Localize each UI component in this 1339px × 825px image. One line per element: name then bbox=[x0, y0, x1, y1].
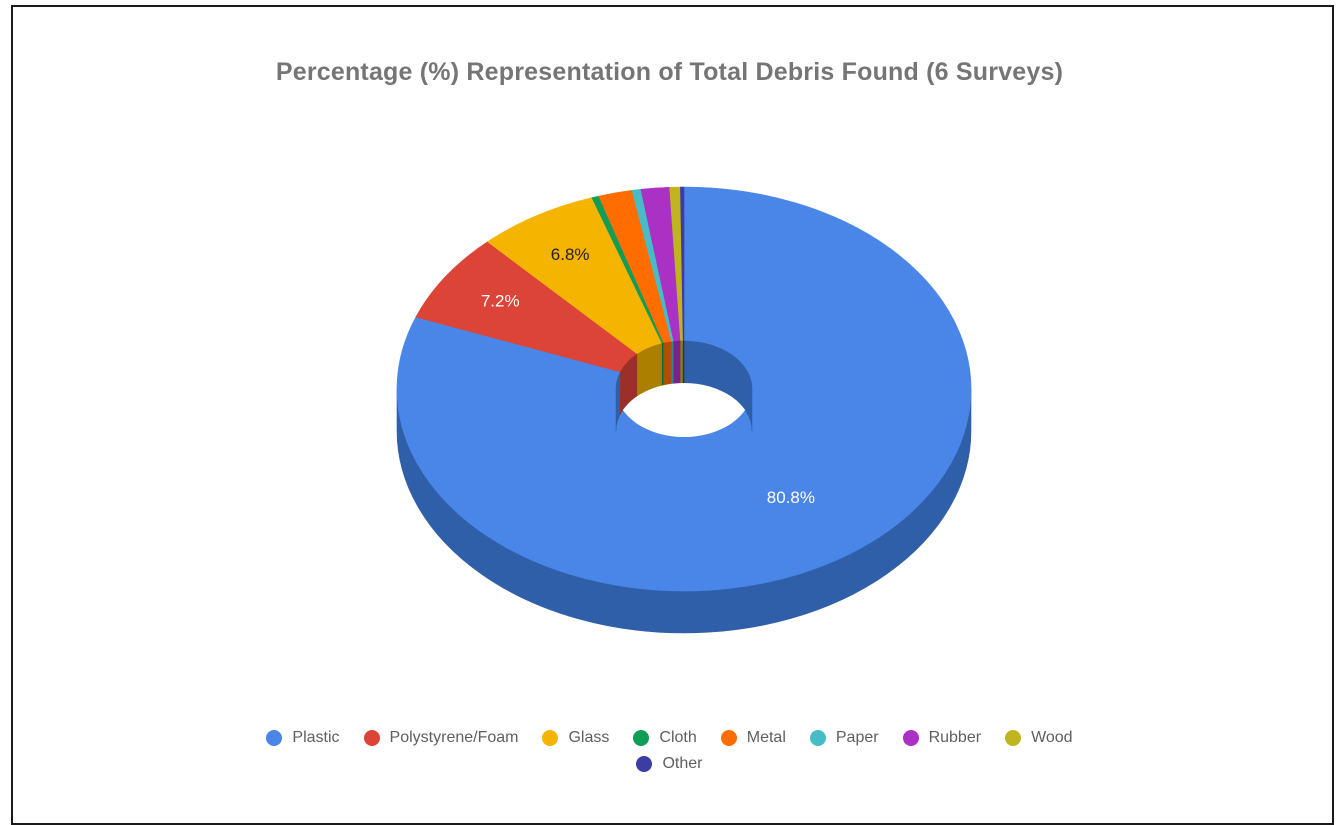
legend-item-glass: Glass bbox=[542, 729, 609, 747]
legend-swatch bbox=[266, 730, 282, 746]
legend-row: Plastic Polystyrene/Foam Glass Cloth Metal Pa… bbox=[0, 725, 1339, 751]
pie-hole-wall-other bbox=[683, 341, 684, 383]
legend-swatch bbox=[633, 730, 649, 746]
pie-hole-wall-rubber bbox=[674, 341, 681, 383]
data-label-glass: 6.8% bbox=[551, 245, 590, 264]
pie-hole-wall-wood bbox=[681, 341, 684, 383]
pie-hole-wall-metal bbox=[664, 342, 672, 385]
legend-label: Metal bbox=[747, 729, 786, 747]
legend-label: Other bbox=[662, 755, 702, 773]
legend-swatch bbox=[810, 730, 826, 746]
legend-row: Other bbox=[0, 751, 1339, 777]
legend-item-polystyrene-foam: Polystyrene/Foam bbox=[364, 729, 519, 747]
legend-item-cloth: Cloth bbox=[633, 729, 696, 747]
legend-label: Plastic bbox=[292, 729, 339, 747]
legend-label: Paper bbox=[836, 729, 879, 747]
legend-swatch bbox=[636, 756, 652, 772]
legend-label: Cloth bbox=[659, 729, 696, 747]
pie-hole-wall-paper bbox=[672, 342, 674, 384]
legend-item-metal: Metal bbox=[721, 729, 786, 747]
legend-item-paper: Paper bbox=[810, 729, 879, 747]
legend-swatch bbox=[1005, 730, 1021, 746]
legend-item-wood: Wood bbox=[1005, 729, 1073, 747]
legend-label: Wood bbox=[1031, 729, 1073, 747]
data-label-plastic: 80.8% bbox=[767, 488, 815, 507]
legend-item-plastic: Plastic bbox=[266, 729, 339, 747]
data-label-polystyrene-foam: 7.2% bbox=[481, 292, 520, 311]
legend-label: Polystyrene/Foam bbox=[390, 729, 519, 747]
legend-item-other: Other bbox=[636, 755, 702, 773]
legend-swatch bbox=[364, 730, 380, 746]
legend-item-rubber: Rubber bbox=[903, 729, 981, 747]
legend-label: Glass bbox=[568, 729, 609, 747]
legend-swatch bbox=[542, 730, 558, 746]
legend-swatch bbox=[721, 730, 737, 746]
chart-legend: Plastic Polystyrene/Foam Glass Cloth Metal Pa… bbox=[0, 725, 1339, 777]
legend-swatch bbox=[903, 730, 919, 746]
legend-label: Rubber bbox=[929, 729, 981, 747]
